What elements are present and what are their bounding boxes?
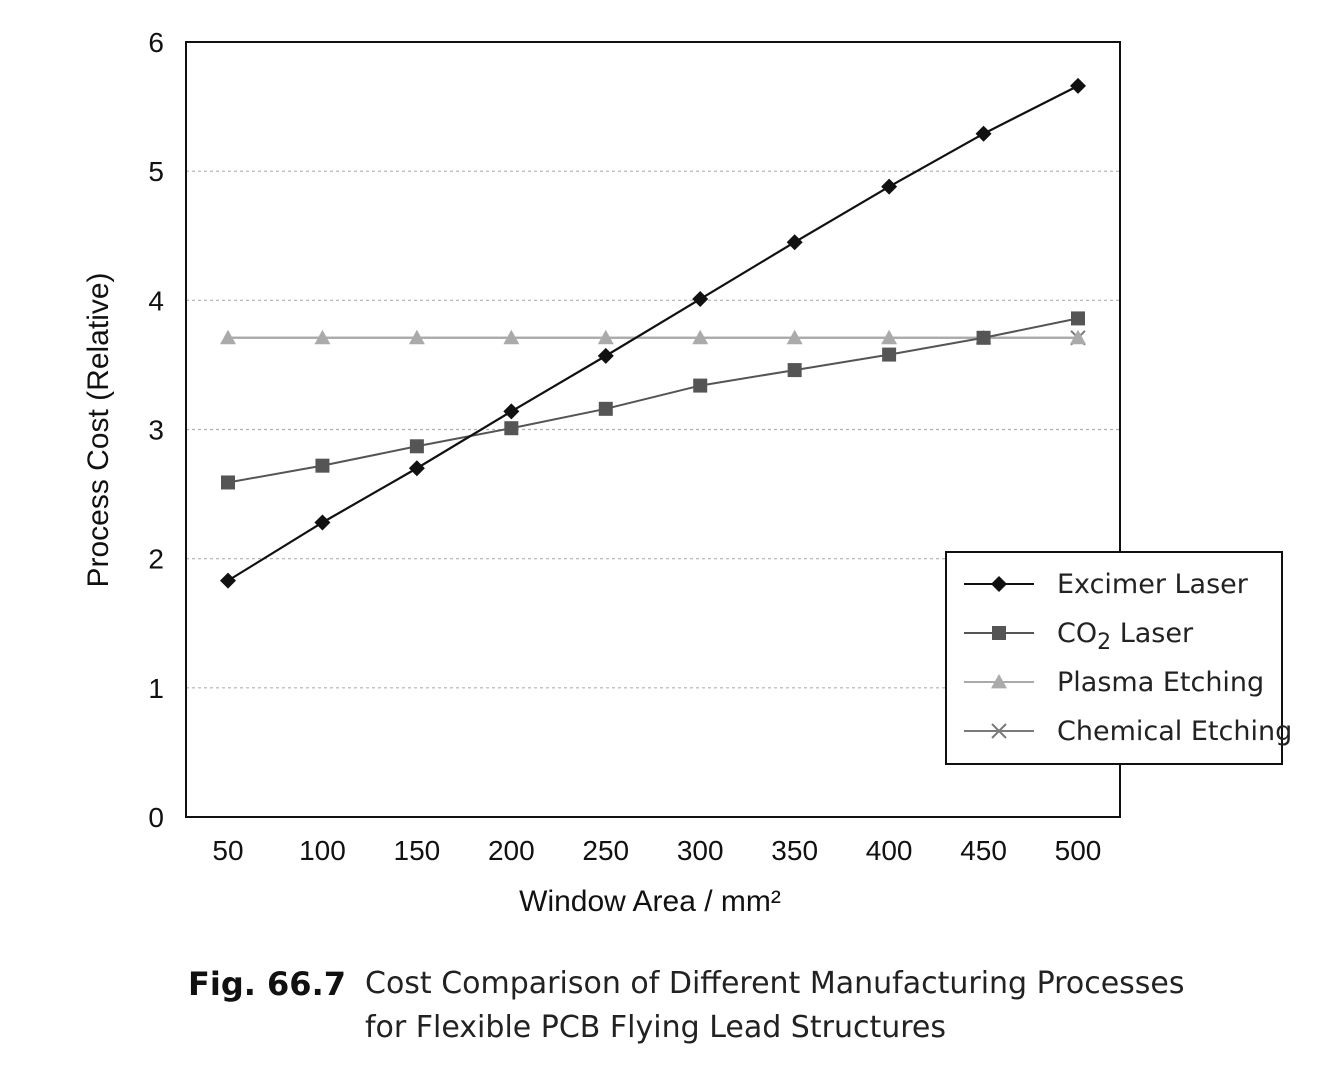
- legend-entry: Plasma Etching: [964, 667, 1264, 698]
- x-tick-label: 500: [1055, 835, 1102, 866]
- x-tick-label: 50: [212, 835, 243, 866]
- legend-swatch-marker: [991, 723, 1007, 739]
- data-point: [1071, 311, 1085, 326]
- data-point: [597, 347, 614, 364]
- data-point: [692, 291, 709, 308]
- legend-entry: Excimer Laser: [964, 569, 1249, 600]
- x-tick-label: 100: [299, 835, 346, 866]
- series-line: [227, 84, 1079, 582]
- y-axis-tick-labels: 0 1 2 3 4 5 6: [148, 27, 164, 833]
- y-axis-title: Process Cost (Relative): [82, 272, 115, 587]
- line-chart: 0 1 2 3 4 5 6 50 100 150 200 250 300 350 400 450 500 Wi…: [82, 27, 1292, 918]
- legend-swatch-marker: [992, 626, 1006, 640]
- y-tick-label: 4: [148, 285, 164, 316]
- legend-entries: Excimer Laser CO2 Laser Plasma Etching Chem…: [964, 569, 1292, 747]
- data-point: [692, 329, 709, 345]
- series-co2-laser: [221, 311, 1085, 490]
- legend-entry: Chemical Etching: [964, 716, 1292, 747]
- y-tick-label: 3: [148, 415, 164, 446]
- data-point: [881, 178, 898, 195]
- y-tick-label: 1: [148, 673, 164, 704]
- caption-line-1: Cost Comparison of Different Manufacturi…: [365, 966, 1185, 1001]
- x-tick-label: 300: [677, 835, 724, 866]
- x-tick-label: 200: [488, 835, 535, 866]
- y-tick-label: 0: [148, 802, 164, 833]
- x-tick-label: 250: [582, 835, 629, 866]
- y-tick-label: 5: [148, 156, 164, 187]
- data-point: [503, 329, 520, 345]
- legend-swatch-marker: [991, 674, 1007, 689]
- data-point: [314, 329, 331, 345]
- data-point: [787, 363, 802, 378]
- data-point: [786, 234, 803, 251]
- legend: Excimer Laser CO2 Laser Plasma Etching Chem…: [945, 551, 1292, 765]
- data-point: [882, 347, 897, 362]
- data-point: [314, 514, 331, 531]
- x-tick-label: 450: [960, 835, 1007, 866]
- legend-label: CO2 Laser: [1057, 618, 1194, 655]
- data-point: [220, 329, 236, 345]
- x-tick-label: 400: [866, 835, 913, 866]
- data-point: [503, 403, 520, 420]
- series-excimer-laser: [220, 77, 1086, 589]
- legend-swatch-marker: [991, 576, 1007, 592]
- data-point: [408, 460, 425, 477]
- data-point: [409, 439, 424, 454]
- legend-entry: CO2 Laser: [964, 618, 1194, 655]
- y-tick-label: 6: [148, 27, 164, 58]
- legend-label: Excimer Laser: [1057, 569, 1249, 600]
- plot-area-frame: [185, 41, 1121, 818]
- x-tick-label: 150: [394, 835, 441, 866]
- data-point: [975, 125, 992, 142]
- data-point: [598, 401, 613, 416]
- data-point: [221, 475, 235, 490]
- x-axis-title: Window Area / mm²: [519, 885, 781, 918]
- caption-line-2: for Flexible PCB Flying Lead Structures: [365, 1010, 946, 1045]
- data-point: [504, 421, 519, 436]
- data-point: [786, 329, 803, 345]
- data-point: [220, 572, 236, 589]
- series-line: [227, 317, 1079, 484]
- y-tick-label: 2: [148, 544, 164, 575]
- series-layer: [220, 77, 1086, 589]
- data-point: [976, 330, 991, 345]
- data-point: [881, 329, 898, 345]
- x-tick-label: 350: [771, 835, 818, 866]
- data-point: [315, 458, 330, 473]
- data-point: [597, 329, 614, 345]
- data-point: [693, 378, 708, 393]
- x-axis-tick-labels: 50 100 150 200 250 300 350 400 450 500: [212, 835, 1101, 866]
- legend-label: Plasma Etching: [1057, 667, 1264, 698]
- data-point: [1070, 329, 1086, 345]
- data-point: [408, 329, 425, 345]
- legend-label: Chemical Etching: [1057, 716, 1292, 747]
- figure-label: Fig. 66.7: [188, 965, 346, 1003]
- data-point: [1070, 77, 1086, 94]
